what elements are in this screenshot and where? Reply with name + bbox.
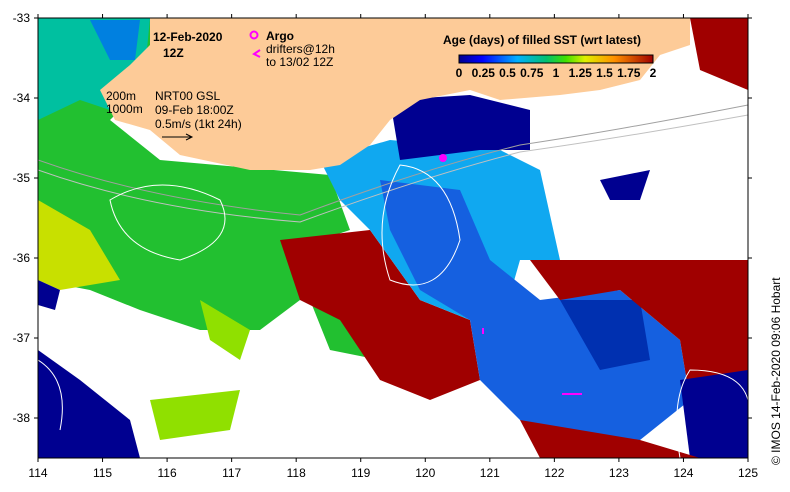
colorbar xyxy=(458,54,654,64)
y-tick-label: -38 xyxy=(13,411,31,425)
colorbar-tick-label: 1 xyxy=(553,66,560,80)
sst-region-darkblue-se xyxy=(680,370,748,458)
y-tick-label: -36 xyxy=(13,251,31,265)
colorbar-tick-label: 0 xyxy=(456,66,463,80)
colorbar-tick-label: 0.75 xyxy=(520,66,544,80)
x-tick-label: 123 xyxy=(609,466,629,480)
colorbar-tick-label: 1.25 xyxy=(569,66,593,80)
ssh-contour xyxy=(109,184,226,261)
x-tick-label: 118 xyxy=(287,466,306,480)
x-tick-label: 120 xyxy=(415,466,435,480)
sst-region-lightgreen xyxy=(38,200,120,290)
colorbar-tick-label: 0.5 xyxy=(499,66,516,80)
colorbar-tick-label: 2 xyxy=(650,66,657,80)
x-axis: 114 115 116 117 118 119 120 121 122 123 124 125 xyxy=(28,14,758,480)
contour-label-200m: 200m xyxy=(106,89,136,103)
x-tick-label: 121 xyxy=(480,466,500,480)
bathymetry-contour xyxy=(38,104,748,216)
sst-region-blue-nw xyxy=(90,20,140,60)
currents-datetime: 09-Feb 18:00Z xyxy=(155,103,234,117)
drifter-legend-icon xyxy=(252,49,261,58)
argo-legend-label: Argo xyxy=(266,29,294,43)
colorbar-tick-label: 0.25 xyxy=(472,66,496,80)
sst-region-darkred-ne xyxy=(690,18,748,90)
x-tick-label: 115 xyxy=(93,466,112,480)
current-scale-arrow-icon xyxy=(162,133,194,141)
plot-frame xyxy=(37,17,749,459)
sst-region-darkblue-w xyxy=(38,280,60,310)
sst-region-darkred-central xyxy=(280,230,480,400)
map-plot-area xyxy=(38,18,748,458)
credit-text: © IMOS 14-Feb-2020 09:06 Hobart xyxy=(769,277,783,465)
sst-region-darkblue-ne xyxy=(600,170,650,200)
ssh-contour xyxy=(676,369,748,458)
x-tick-label: 114 xyxy=(28,466,47,480)
sst-region-darkred-lower xyxy=(520,420,700,458)
y-axis: -33 -34 -35 -36 -37 -38 xyxy=(13,11,752,425)
colorbar-tick-label: 1.75 xyxy=(617,66,641,80)
ssh-contour xyxy=(38,359,63,431)
x-tick-label: 124 xyxy=(673,466,693,480)
bathymetry-contour xyxy=(38,114,748,223)
y-tick-label: -33 xyxy=(13,11,31,25)
colorbar-tick-label: 1.5 xyxy=(596,66,613,80)
x-tick-label: 117 xyxy=(222,466,241,480)
argo-float-marker[interactable] xyxy=(439,154,447,162)
ssh-contour xyxy=(381,164,461,286)
map-date: 12-Feb-2020 xyxy=(153,30,223,44)
sst-region-darkblue-east xyxy=(560,300,650,370)
x-tick-label: 116 xyxy=(158,466,177,480)
sst-region-lime-south xyxy=(150,390,240,440)
x-tick-label: 125 xyxy=(738,466,758,480)
map-time: 12Z xyxy=(163,46,184,60)
colorbar-ticks: 0 0.25 0.5 0.75 1 1.25 1.5 1.75 2 xyxy=(456,66,657,80)
drifters-legend-line2: to 13/02 12Z xyxy=(266,55,333,69)
drifters-legend-line1: drifters@12h xyxy=(266,42,335,56)
sst-region-darkblue-coast xyxy=(390,95,530,160)
contour-label-1000m: 1000m xyxy=(106,102,143,116)
y-tick-label: -34 xyxy=(13,91,31,105)
x-tick-label: 119 xyxy=(351,466,370,480)
argo-legend-icon xyxy=(249,30,259,40)
currents-scale: 0.5m/s (1kt 24h) xyxy=(155,117,242,131)
y-tick-label: -37 xyxy=(13,331,31,345)
sst-region-green-south xyxy=(200,300,250,360)
y-tick-label: -35 xyxy=(13,171,31,185)
x-tick-label: 122 xyxy=(544,466,564,480)
sst-region-darkblue-sw xyxy=(38,350,140,458)
colorbar-title: Age (days) of filled SST (wrt latest) xyxy=(443,33,641,47)
currents-product: NRT00 GSL xyxy=(155,89,220,103)
